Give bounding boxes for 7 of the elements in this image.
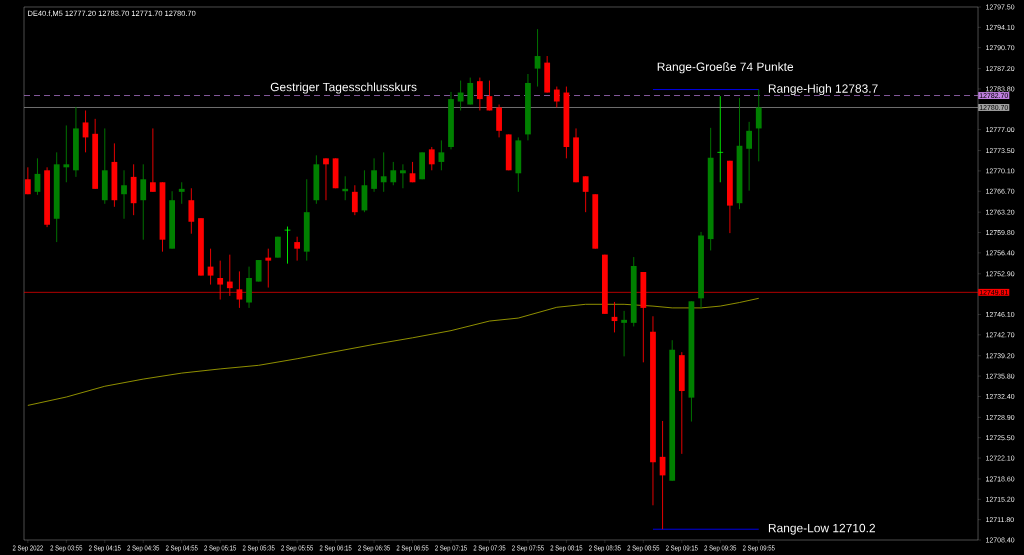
candlestick <box>284 226 291 265</box>
candlestick <box>716 95 724 183</box>
series-label: Range-High 12783.7 <box>768 83 878 96</box>
candlestick <box>438 139 445 171</box>
annotation: Gestriger Tagesschlusskurs <box>270 82 417 94</box>
series-label: Range-Low 12710.2 <box>768 523 875 535</box>
annotation: Range-Groeße 74 Punkte <box>657 62 794 74</box>
